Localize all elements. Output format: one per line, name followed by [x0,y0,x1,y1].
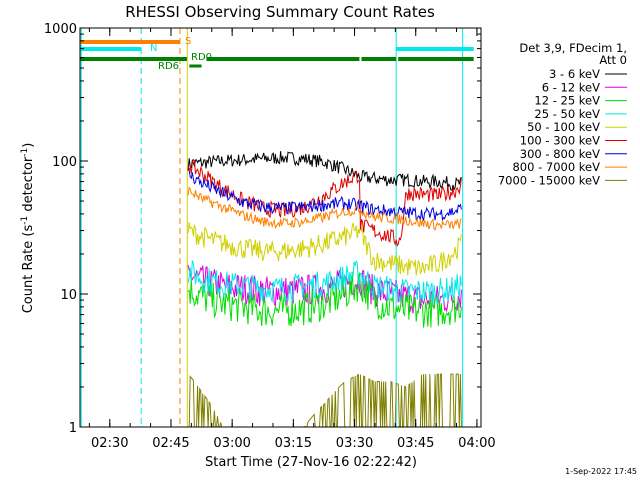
x-tick-label-5: 03:45 [397,436,434,451]
y-tick-label-0: 1 [69,421,77,436]
x-tick-label-3: 03:15 [275,436,312,451]
legend-header-line-1: Det 3,9, FDecim 1, [519,41,627,55]
legend-header-line-2: Att 0 [599,53,627,67]
series-line-50-100-kev [187,222,462,276]
series-line-100-300-kev [187,158,462,247]
series-line-300-800-kev [187,169,462,222]
x-axis-ticks: 02:30 02:45 03:00 03:15 03:30 03:45 04:00 [88,28,496,451]
annotation-label-rd0: RD0 [191,52,212,63]
legend-label-50-100-kev: 50 - 100 keV [527,120,600,134]
series-line-12-25-kev [187,271,462,328]
x-tick-label-4: 03:30 [336,436,373,451]
x-tick-label-0: 02:30 [91,436,128,451]
legend-label-7000-15000-kev: 7000 - 15000 keV [498,173,600,187]
x-tick-label-2: 03:00 [213,436,250,451]
series-line-7000-15000-kev [188,373,462,428]
series-line-25-50-kev [187,259,462,305]
plot-frame [79,27,482,428]
y-tick-label-1: 10 [60,288,77,303]
chart-title: RHESSI Observing Summary Count Rates [125,3,435,21]
annotation-label-n: N [150,43,157,54]
x-tick-label-6: 04:00 [458,436,495,451]
y-axis-ticks: 1 10 100 1000 [44,22,481,436]
annotation-label-s: S [185,36,191,47]
legend-label-300-800-kev: 300 - 800 keV [520,147,600,161]
series-line-3-6-kev [187,151,462,191]
legend-label-25-50-kev: 25 - 50 keV [534,107,600,121]
legend-label-12-25-kev: 12 - 25 keV [534,94,600,108]
footer-timestamp: 1-Sep-2022 17:45 [565,467,637,476]
y-tick-label-3: 1000 [44,22,77,37]
y-tick-label-2: 100 [52,155,77,170]
series-line-800-7000-kev [187,186,462,231]
legend-label-800-7000-kev: 800 - 7000 keV [512,160,600,174]
annotation-label-rd6: RD6 [158,61,179,72]
legend-label-100-300-kev: 100 - 300 keV [520,134,600,148]
y-axis-label: Count Rate (s-1 detector-1) [20,143,36,314]
x-tick-label-1: 02:45 [152,436,189,451]
series-line-6-12-kev [187,264,462,314]
legend-label-6-12-kev: 6 - 12 keV [542,80,600,94]
plot-area: S N RD0 RD6 [80,28,474,428]
legend-label-3-6-kev: 3 - 6 keV [549,67,600,81]
x-axis-label: Start Time (27-Nov-16 02:22:42) [205,455,417,470]
